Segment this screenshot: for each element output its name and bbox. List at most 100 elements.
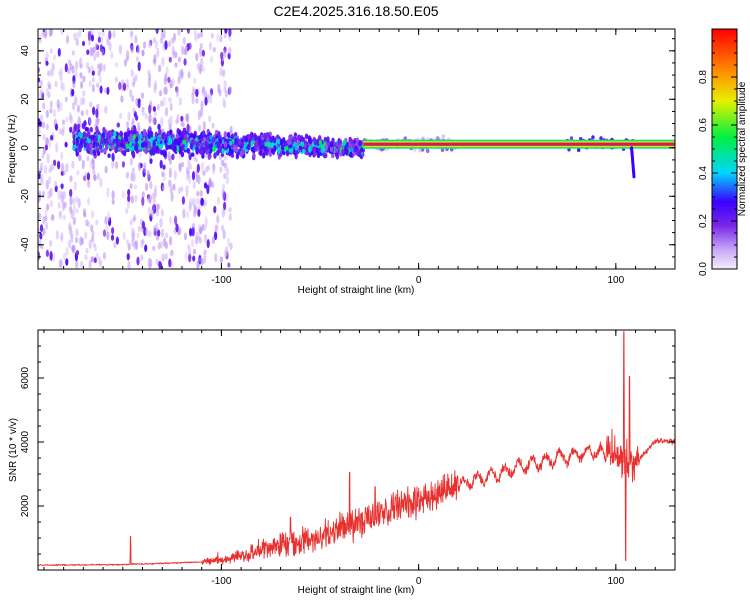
spectrogram-blob <box>43 165 48 175</box>
spectrogram-blob <box>53 180 58 188</box>
spectrogram-blob <box>59 74 63 82</box>
spectrogram-blob <box>62 83 66 92</box>
spectrogram-blob <box>101 48 105 57</box>
spectrogram-blob <box>187 159 191 165</box>
spectrogram-blob <box>178 152 182 160</box>
spectrogram-blob <box>125 171 130 179</box>
spectrogram-blob <box>308 137 312 144</box>
spectrogram-blob <box>169 129 173 135</box>
spectrogram-blob <box>99 85 103 94</box>
spectrogram-blob <box>131 167 135 173</box>
spectrogram-blob <box>92 150 97 157</box>
spectrogram-blob <box>71 101 76 111</box>
spectrogram-blob <box>45 109 49 119</box>
spectrogram-blob <box>235 153 240 160</box>
spectrogram-blob <box>163 150 167 158</box>
x-tick-label: 0 <box>416 275 422 286</box>
spectrogram-blob <box>111 144 115 151</box>
spectrogram-blob <box>91 76 95 83</box>
spectrogram-blob <box>73 123 78 130</box>
spectrogram-blob <box>142 131 147 137</box>
spectrogram-blob <box>84 132 88 138</box>
spectrogram-blob <box>64 96 68 103</box>
spectrogram-blob <box>59 258 64 269</box>
spectrogram-blob <box>198 257 202 263</box>
spectrogram-blob <box>90 29 94 35</box>
spectrogram-blob <box>89 101 93 108</box>
spectrogram-blob <box>75 196 79 203</box>
spectrogram-blob <box>58 128 62 135</box>
spectrogram-blob <box>134 34 138 44</box>
spectrogram-blob <box>39 89 43 99</box>
spectrogram-blob <box>169 215 173 225</box>
spectrogram-blob <box>237 139 242 146</box>
spectrogram-blob <box>185 141 189 149</box>
spectrogram-blob <box>49 240 53 247</box>
spectrogram-blob <box>72 197 76 207</box>
spectrogram-blob <box>103 138 107 144</box>
spectrogram-blob <box>202 66 206 73</box>
spectrogram-blob <box>221 159 225 167</box>
spectrogram-blob <box>99 177 103 188</box>
spectrogram-blob <box>97 36 101 43</box>
spectrogram-blob <box>106 187 110 198</box>
spectrogram-blob <box>252 152 256 159</box>
spectrogram-blob <box>172 183 176 191</box>
spectrogram-blob <box>161 56 165 67</box>
spectrogram-blob <box>62 170 66 176</box>
spectrogram-blob <box>155 203 159 212</box>
spectrogram-blob <box>154 184 158 193</box>
spectrogram-blob <box>152 106 156 112</box>
spectrogram-blob <box>227 52 231 60</box>
spectrogram-blob <box>122 231 126 241</box>
spectrogram-blob <box>137 225 141 233</box>
spectrogram-blob <box>139 133 143 139</box>
spectrogram-blob <box>160 149 164 156</box>
spectrogram-blob <box>174 62 178 68</box>
spectrogram-blob <box>41 121 45 129</box>
spectrogram-blob <box>212 47 216 53</box>
spectrogram-blob <box>79 97 83 107</box>
spectrogram-blob <box>74 236 79 244</box>
spectrogram-blob <box>147 206 151 215</box>
spectrogram-blob <box>65 258 69 266</box>
spectrogram-blob <box>213 152 217 159</box>
spectrogram-blob <box>80 260 84 268</box>
spectrogram-blob <box>84 231 88 240</box>
spectrogram-blob <box>257 135 261 141</box>
spectrogram-blob <box>45 249 50 257</box>
spectrogram-blob <box>76 104 80 113</box>
spectrogram-blob <box>159 159 163 169</box>
spectrogram-blob <box>138 144 142 150</box>
tail-spur <box>630 146 636 179</box>
snr-panel: -100 0 100 2000 4000 6000 Height of straight… <box>8 329 676 596</box>
colorbar: 0.0 0.2 0.4 0.6 0.8 Normalized spectral ampl… <box>698 28 748 276</box>
spectrogram-blob <box>147 142 151 149</box>
spectrogram-blob <box>44 208 48 217</box>
colorbar-ticks: 0.0 0.2 0.4 0.6 0.8 <box>698 40 737 276</box>
spectrogram-blob <box>45 179 49 190</box>
spectrogram-blob <box>69 175 73 182</box>
spectrogram-blob <box>39 232 43 240</box>
spectrogram-blob <box>40 114 44 122</box>
spectrogram-blob <box>192 255 196 262</box>
spectrogram-blob <box>204 96 208 106</box>
spectrogram-blob <box>95 142 100 147</box>
spectrogram-blob <box>69 114 73 124</box>
spectrogram-blob <box>84 254 88 261</box>
spectrogram-blob <box>162 96 166 107</box>
spectrogram-blob <box>262 152 266 159</box>
spectrogram-blob <box>161 255 165 262</box>
spectrogram-blob <box>88 239 92 250</box>
spectrogram-blob <box>156 103 160 111</box>
snr-x-ticks: -100 0 100 <box>43 330 676 587</box>
spectrogram-blob <box>211 122 215 129</box>
spectrogram-blob <box>355 137 360 144</box>
spectrogram-blob <box>209 142 213 149</box>
spectrogram-blob <box>211 235 216 245</box>
spectrogram-blob <box>77 153 81 162</box>
spectrogram-blob <box>183 58 187 66</box>
spectrogram-blob <box>89 159 93 169</box>
spectrogram-blob <box>186 210 190 219</box>
spectrogram-blob <box>223 131 227 139</box>
